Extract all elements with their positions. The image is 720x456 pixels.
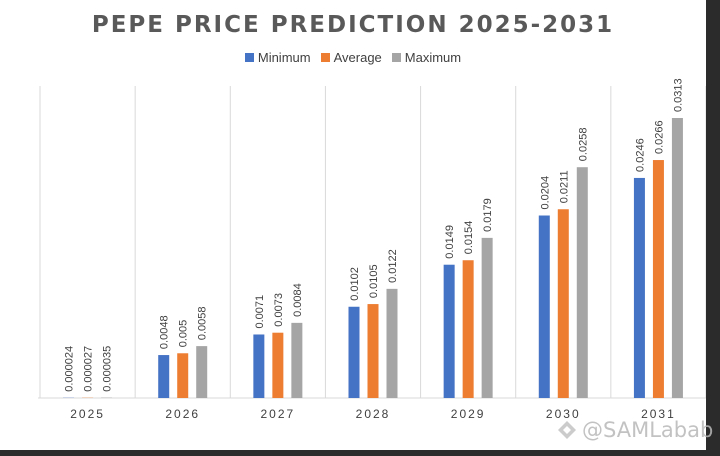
data-label: 0.0073 — [273, 293, 285, 327]
legend-item-minimum: Minimum — [244, 50, 311, 65]
bar-maximum — [481, 237, 493, 398]
legend-item-average: Average — [320, 50, 382, 65]
data-label: 0.0313 — [672, 78, 684, 112]
data-label: 0.000035 — [102, 346, 114, 392]
legend-swatch-minimum — [244, 53, 254, 62]
data-label: 0.0071 — [254, 295, 266, 329]
bar-average — [557, 209, 569, 398]
data-label: 0.0058 — [197, 306, 209, 340]
bar-maximum — [671, 118, 683, 398]
screen-edge-bottom — [0, 450, 720, 456]
data-label: 0.000024 — [64, 346, 76, 392]
x-tick-label: 2026 — [165, 407, 200, 421]
bar-average — [177, 353, 189, 398]
bar-maximum — [291, 322, 303, 398]
legend-label-maximum: Maximum — [404, 50, 462, 65]
data-label: 0.0246 — [634, 138, 646, 172]
data-label: 0.0102 — [349, 267, 361, 301]
bar-minimum — [538, 215, 550, 398]
chart-legend: Minimum Average Maximum — [0, 50, 706, 65]
screen-edge-right — [706, 0, 720, 456]
legend-swatch-maximum — [391, 53, 401, 62]
watermark-text: @SAMLabab — [582, 418, 714, 442]
bar-minimum — [443, 264, 455, 398]
bar-maximum — [576, 167, 588, 398]
bar-average — [652, 160, 664, 398]
chart-title: PEPE PRICE PREDICTION 2025-2031 — [91, 12, 615, 38]
bar-maximum — [386, 288, 398, 398]
bar-maximum — [196, 346, 208, 398]
bar-average — [462, 260, 474, 398]
data-label: 0.0258 — [577, 128, 589, 162]
legend-swatch-average — [320, 53, 330, 62]
data-label: 0.000027 — [83, 346, 95, 392]
bar-minimum — [633, 177, 645, 398]
plot-area: 2025 0.000024 0.000027 0.000035 2026 0.0048 0.… — [38, 78, 706, 421]
data-label: 0.005 — [178, 320, 190, 348]
data-label: 0.0204 — [539, 176, 551, 210]
data-label: 0.0266 — [653, 120, 665, 154]
data-label: 0.0154 — [463, 221, 475, 255]
x-tick-label: 2025 — [70, 407, 105, 421]
bar-average — [272, 332, 284, 398]
x-tick-label: 2027 — [261, 407, 296, 421]
x-tick-label: 2030 — [546, 407, 581, 421]
x-tick-label: 2029 — [451, 407, 486, 421]
data-label: 0.0084 — [292, 283, 304, 317]
data-label: 0.0211 — [558, 170, 570, 203]
legend-label-average: Average — [333, 50, 382, 65]
data-label: 0.0048 — [159, 315, 171, 349]
bar-average — [367, 304, 379, 398]
data-label: 0.0122 — [387, 249, 399, 283]
data-label: 0.0149 — [444, 225, 456, 259]
data-label: 0.0105 — [368, 264, 380, 298]
x-tick-label: 2031 — [641, 407, 676, 421]
legend-item-maximum: Maximum — [391, 50, 462, 65]
bar-minimum — [348, 306, 360, 398]
watermark-logo-icon — [558, 421, 576, 439]
watermark: @SAMLabab — [556, 418, 713, 442]
legend-label-minimum: Minimum — [257, 50, 311, 65]
bar-minimum — [158, 355, 170, 398]
data-label: 0.0179 — [482, 198, 494, 232]
bar-minimum — [253, 334, 265, 398]
x-tick-label: 2028 — [356, 407, 391, 421]
